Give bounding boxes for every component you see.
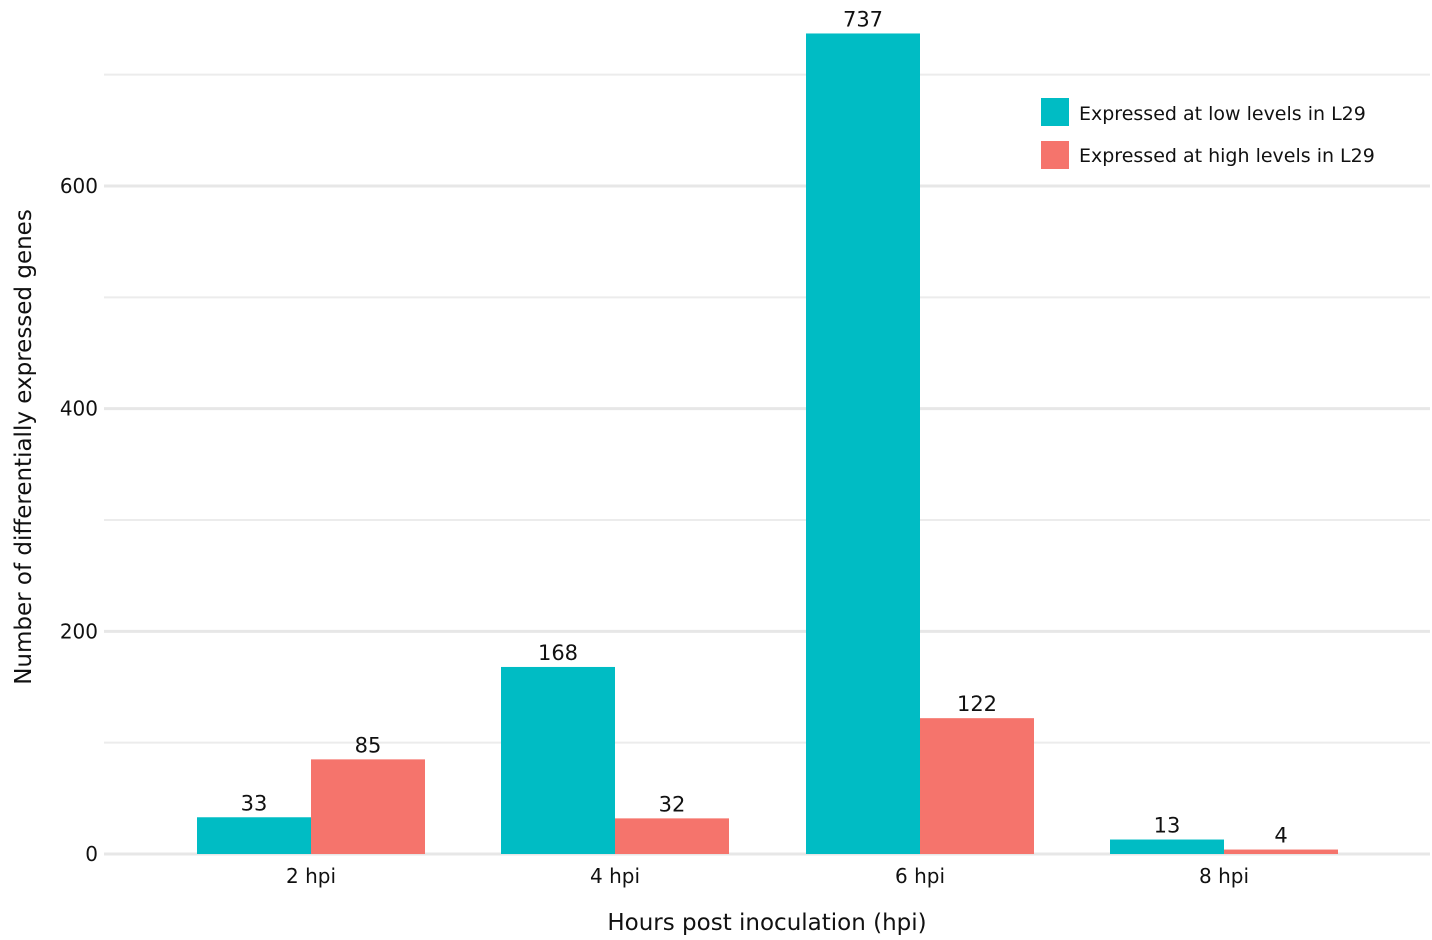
bar-value-label: 737 bbox=[843, 7, 883, 31]
legend-swatch-low bbox=[1041, 98, 1069, 126]
x-axis-title: Hours post inoculation (hpi) bbox=[607, 910, 926, 936]
legend-label-low: Expressed at low levels in L29 bbox=[1079, 103, 1366, 125]
bar-low-levels bbox=[501, 666, 615, 854]
y-tick-label: 200 bbox=[60, 619, 98, 643]
bar-value-label: 32 bbox=[659, 792, 686, 816]
bars-layer bbox=[197, 33, 1338, 855]
grid-layer bbox=[104, 73, 1430, 856]
bar-high-levels bbox=[920, 718, 1034, 854]
bar-high-levels bbox=[311, 759, 425, 854]
bar-low-levels bbox=[1110, 839, 1224, 854]
x-tick-label: 4 hpi bbox=[590, 864, 640, 888]
y-tick-label: 400 bbox=[60, 397, 98, 421]
bar-value-label: 122 bbox=[957, 692, 997, 716]
bar-high-levels bbox=[615, 818, 729, 854]
bar-value-label: 13 bbox=[1154, 814, 1181, 838]
data-labels-layer: 33 85 168 32 737 122 13 4 bbox=[241, 7, 1288, 847]
bar-value-label: 4 bbox=[1274, 824, 1287, 848]
y-axis-title: Number of differentially expressed genes bbox=[11, 209, 37, 685]
bar-value-label: 85 bbox=[355, 733, 382, 757]
bar-low-levels bbox=[197, 817, 311, 854]
x-tick-label: 6 hpi bbox=[895, 864, 945, 888]
x-tick-label: 2 hpi bbox=[286, 864, 336, 888]
y-tick-label: 600 bbox=[60, 174, 98, 198]
legend-swatch-high bbox=[1041, 141, 1069, 169]
bar-high-levels bbox=[1224, 849, 1338, 854]
legend: Expressed at low levels in L29 Expressed… bbox=[1041, 98, 1375, 169]
bar-value-label: 33 bbox=[241, 791, 268, 815]
legend-label-high: Expressed at high levels in L29 bbox=[1079, 145, 1375, 167]
axis-layer: 0 200 400 600 2 hpi 4 hpi 6 hpi 8 hpi bbox=[60, 174, 1249, 888]
x-tick-label: 8 hpi bbox=[1199, 864, 1249, 888]
y-tick-label: 0 bbox=[85, 842, 98, 866]
bar-low-levels bbox=[806, 33, 920, 855]
bar-value-label: 168 bbox=[538, 641, 578, 665]
